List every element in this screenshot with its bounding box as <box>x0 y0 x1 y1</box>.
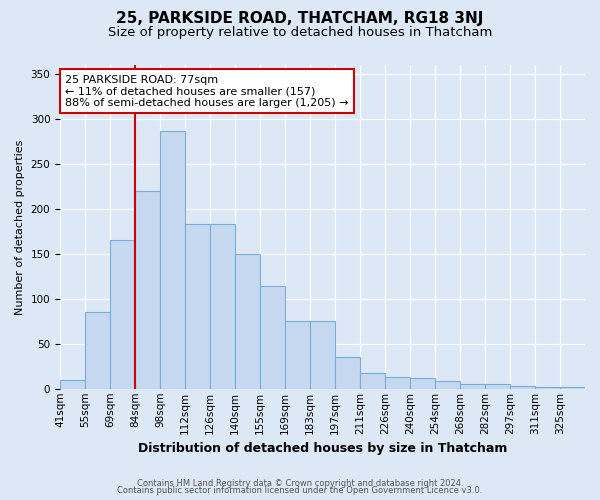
Bar <box>410 378 435 389</box>
Bar <box>110 240 135 389</box>
Bar <box>335 358 360 389</box>
Bar <box>460 384 485 389</box>
Bar <box>560 387 585 389</box>
Bar <box>185 224 210 389</box>
X-axis label: Distribution of detached houses by size in Thatcham: Distribution of detached houses by size … <box>138 442 507 455</box>
Text: 25 PARKSIDE ROAD: 77sqm
← 11% of detached houses are smaller (157)
88% of semi-d: 25 PARKSIDE ROAD: 77sqm ← 11% of detache… <box>65 74 349 108</box>
Bar <box>535 387 560 389</box>
Bar <box>360 372 385 389</box>
Text: Contains HM Land Registry data © Crown copyright and database right 2024.: Contains HM Land Registry data © Crown c… <box>137 478 463 488</box>
Text: Contains public sector information licensed under the Open Government Licence v3: Contains public sector information licen… <box>118 486 482 495</box>
Text: 25, PARKSIDE ROAD, THATCHAM, RG18 3NJ: 25, PARKSIDE ROAD, THATCHAM, RG18 3NJ <box>116 12 484 26</box>
Bar <box>435 380 460 389</box>
Bar <box>160 130 185 389</box>
Bar <box>260 286 285 389</box>
Y-axis label: Number of detached properties: Number of detached properties <box>15 139 25 314</box>
Bar <box>85 312 110 389</box>
Bar <box>285 322 310 389</box>
Text: Size of property relative to detached houses in Thatcham: Size of property relative to detached ho… <box>108 26 492 39</box>
Bar <box>510 386 535 389</box>
Bar <box>210 224 235 389</box>
Bar <box>135 191 160 389</box>
Bar <box>310 322 335 389</box>
Bar <box>235 254 260 389</box>
Bar <box>385 377 410 389</box>
Bar <box>485 384 510 389</box>
Bar <box>60 380 85 389</box>
